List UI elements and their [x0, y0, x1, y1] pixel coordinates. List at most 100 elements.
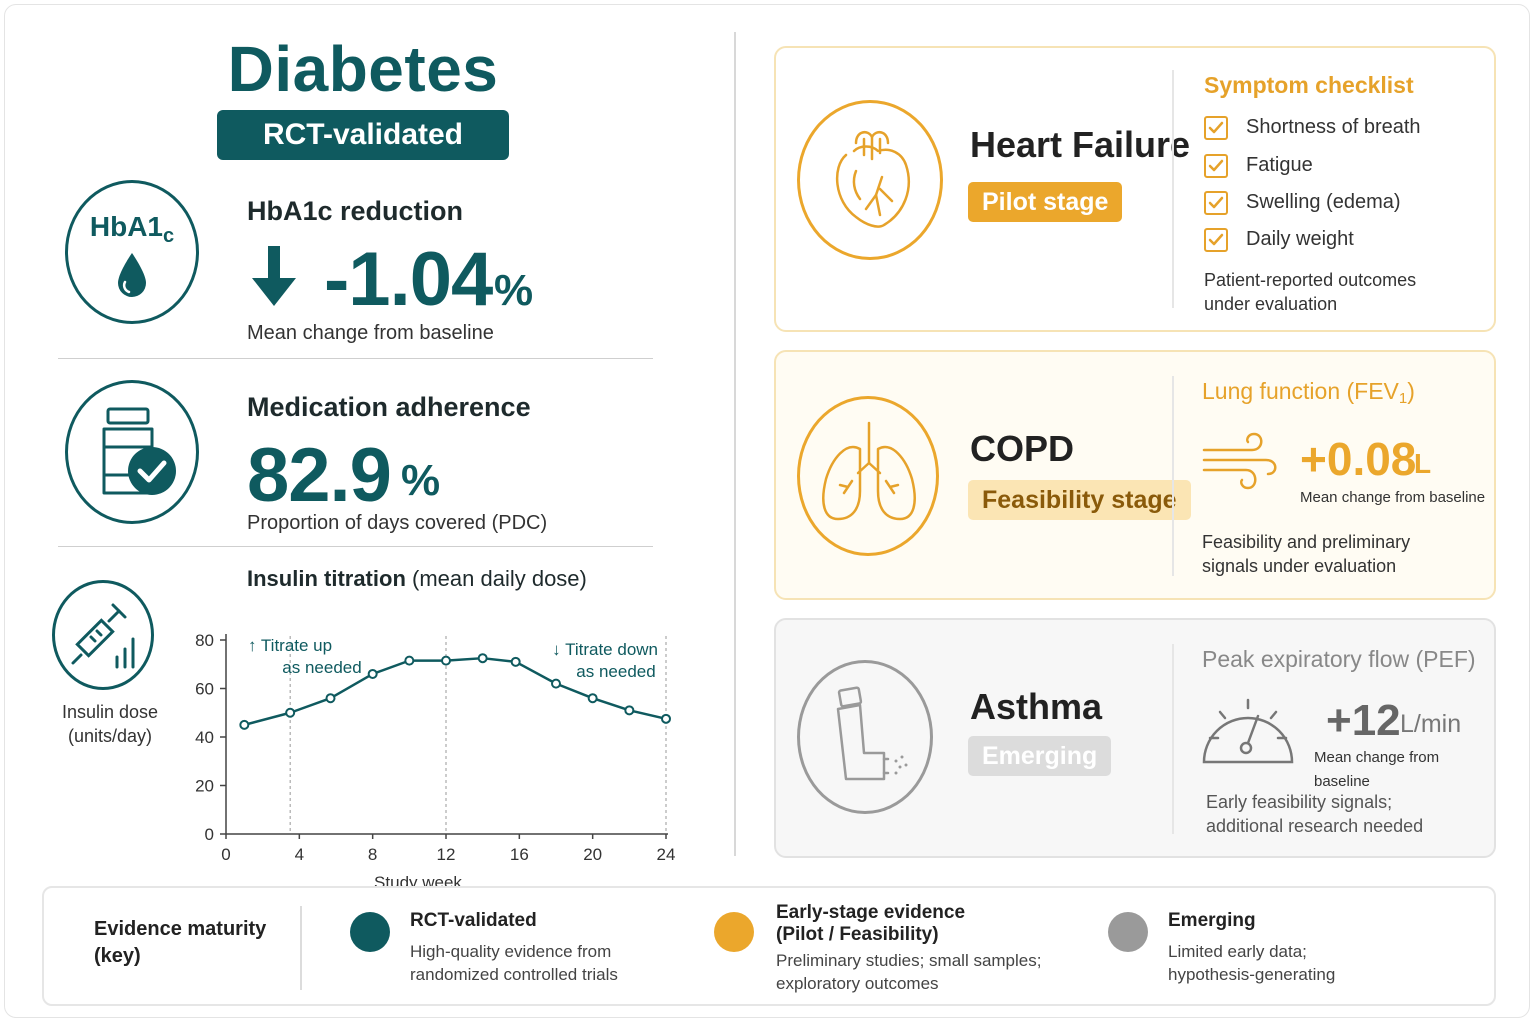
insulin-chart-title: Insulin titration (mean daily dose)	[247, 566, 587, 592]
x-tick-label: 20	[583, 845, 602, 864]
checklist-label: Shortness of breath	[1246, 116, 1421, 138]
hba1c-icon-text: HbA1	[89, 211, 163, 242]
down-arrow-icon	[252, 246, 296, 306]
note-line1: Early feasibility signals;	[1206, 792, 1393, 812]
data-point	[510, 656, 521, 667]
hba1c-caption: Mean change from baseline	[247, 322, 494, 344]
data-point	[404, 655, 415, 666]
card-divider	[1172, 644, 1174, 834]
heart-failure-card: Heart Failure Pilot stage Symptom checkl…	[774, 46, 1496, 332]
insulin-dose-label: Insulin dose (units/day)	[50, 700, 170, 748]
x-tick-label: 24	[657, 845, 676, 864]
data-point	[441, 655, 451, 666]
data-point	[325, 693, 336, 704]
heart-failure-note: Patient-reported outcomes under evaluati…	[1204, 268, 1416, 316]
syringe-icon	[52, 580, 154, 690]
x-tick-label: 8	[368, 845, 377, 864]
legend-item-title: Early-stage evidence (Pilot / Feasibilit…	[776, 902, 965, 946]
pill-bottle-icon	[65, 380, 199, 524]
pilot-stage-badge: Pilot stage	[968, 182, 1123, 222]
annotation-titrate-down-line2: as needed	[576, 662, 655, 681]
rct-validated-badge: RCT-validated	[217, 110, 509, 160]
data-point	[285, 707, 296, 718]
copd-value: +0.08	[1300, 433, 1417, 485]
insulin-label-line2: (units/day)	[67, 726, 153, 746]
pef-unit: L/min	[1400, 710, 1462, 738]
data-point	[661, 713, 671, 724]
legend-item-desc: Limited early data; hypothesis-generatin…	[1168, 940, 1335, 986]
adherence-caption: Proportion of days covered (PDC)	[247, 512, 548, 534]
drop-icon	[118, 253, 146, 297]
lung-function-title: Lung function (FEV1)	[1202, 378, 1415, 407]
heart-failure-name: Heart Failure	[970, 124, 1191, 165]
lungs-drawing	[822, 421, 916, 521]
title-line1: Early-stage evidence	[776, 902, 966, 923]
y-tick-label: 80	[195, 631, 214, 650]
legend-title: Evidence maturity (key)	[94, 916, 266, 970]
checkbox-icon	[1204, 191, 1228, 215]
legend-item-desc: Preliminary studies; small samples; expl…	[776, 949, 1041, 995]
feasibility-stage-badge: Feasibility stage	[968, 480, 1191, 520]
asthma-name: Asthma	[970, 686, 1103, 727]
checkbox-icon	[1204, 116, 1228, 140]
card-divider	[1172, 70, 1174, 308]
lung-title-text: Lung function (FEV	[1202, 378, 1399, 404]
legend-item-title: RCT-validated	[410, 910, 537, 931]
y-tick-label: 0	[205, 825, 214, 844]
asthma-note: Early feasibility signals; additional re…	[1206, 790, 1423, 838]
legend-title-line1: Evidence maturity	[94, 918, 267, 940]
heart-icon	[797, 100, 943, 260]
rct-dot-icon	[350, 912, 390, 952]
adherence-value: 82.9	[247, 433, 392, 518]
desc-line2: randomized controlled trials	[410, 965, 618, 984]
symptom-checklist-title: Symptom checklist	[1204, 72, 1414, 98]
desc-line1: High-quality evidence from	[410, 942, 612, 961]
checklist-label: Fatigue	[1246, 154, 1313, 176]
emerging-dot-icon	[1108, 912, 1148, 952]
note-line2: under evaluation	[1204, 294, 1338, 314]
hba1c-icon: HbA1c	[65, 180, 199, 324]
x-tick-label: 4	[295, 845, 304, 864]
hba1c-value: -1.04	[324, 237, 493, 322]
inhaler-drawing	[836, 686, 908, 781]
data-point	[367, 668, 378, 679]
copd-name: COPD	[970, 428, 1075, 469]
data-point	[551, 678, 561, 689]
emerging-stage-badge: Emerging	[968, 736, 1112, 776]
early-stage-dot-icon	[714, 912, 754, 952]
checkbox-icon	[1204, 228, 1228, 252]
desc-line2: exploratory outcomes	[776, 974, 939, 993]
title-line2: (Pilot / Feasibility)	[776, 924, 939, 945]
hba1c-icon-subscript: c	[163, 225, 175, 247]
checklist-label: Swelling (edema)	[1246, 191, 1401, 213]
y-tick-label: 20	[195, 777, 214, 796]
annotation-titrate-up: ↑ Titrate up	[248, 636, 332, 655]
inhaler-icon	[797, 660, 933, 814]
pef-caption: Mean change from baseline	[1314, 749, 1440, 790]
data-point	[477, 653, 488, 664]
y-tick-label: 40	[195, 728, 214, 747]
data-point	[587, 693, 598, 704]
diabetes-panel: Diabetes RCT-validated HbA1c HbA1c reduc…	[40, 24, 680, 892]
insulin-label-line1: Insulin dose	[61, 702, 159, 722]
gauge-icon	[1202, 698, 1294, 764]
note-line2: signals under evaluation	[1202, 556, 1397, 576]
copd-caption: Mean change from baseline	[1300, 489, 1486, 506]
note-line1: Patient-reported outcomes	[1204, 270, 1417, 290]
card-divider	[1172, 376, 1174, 576]
divider	[58, 358, 653, 359]
annotation-titrate-down: ↓ Titrate down	[552, 640, 658, 659]
legend-title-line2: (key)	[94, 945, 141, 967]
adherence-title: Medication adherence	[247, 392, 531, 422]
hba1c-unit: %	[494, 266, 534, 315]
airflow-icon	[1202, 432, 1277, 490]
syringe-drawing	[71, 603, 135, 669]
column-separator	[734, 32, 736, 856]
checklist-label: Daily weight	[1246, 228, 1354, 250]
y-tick-label: 60	[195, 680, 214, 699]
note-line2: additional research needed	[1206, 816, 1424, 836]
asthma-card: Asthma Emerging Peak expiratory flow (PE…	[774, 618, 1496, 858]
page-frame	[4, 4, 1530, 1018]
desc-line1: Limited early data;	[1168, 942, 1307, 961]
